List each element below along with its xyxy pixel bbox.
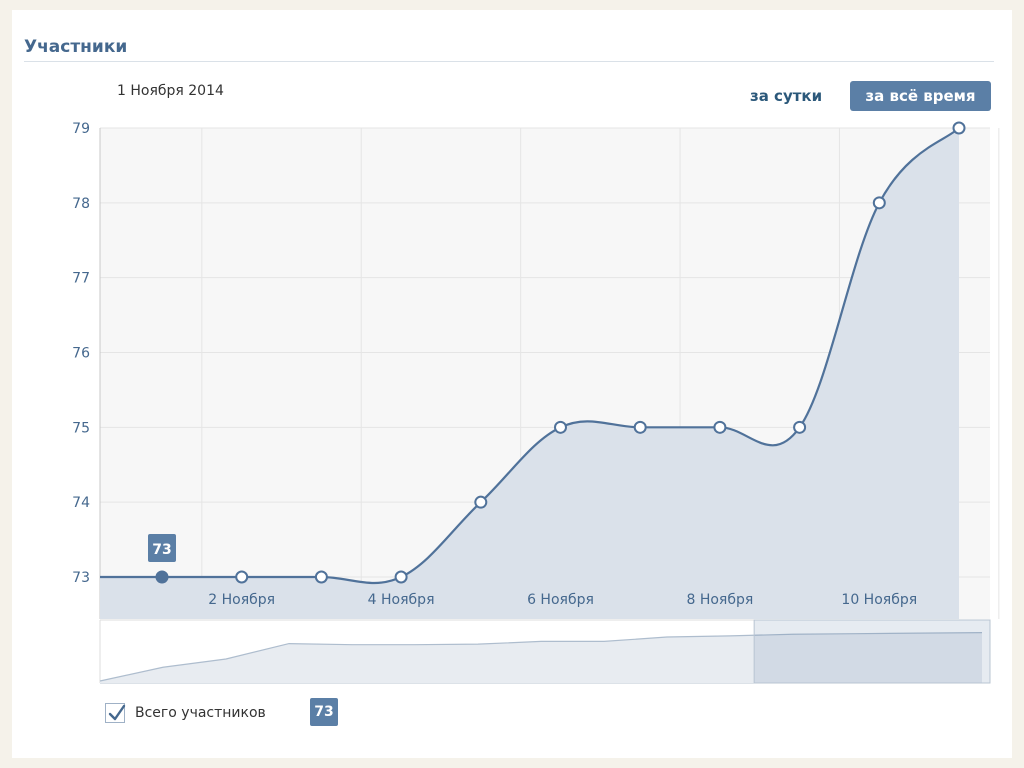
data-point[interactable]: [316, 572, 327, 583]
legend-value-badge: 73: [310, 698, 338, 726]
y-tick-label: 79: [72, 121, 90, 137]
y-tick-label: 73: [72, 570, 90, 586]
y-tick-label: 77: [72, 271, 90, 287]
y-tick-label: 74: [72, 495, 90, 511]
legend-label: Всего участников: [135, 705, 266, 721]
data-point[interactable]: [555, 422, 566, 433]
data-point[interactable]: [396, 572, 407, 583]
x-tick-label: 10 Ноября: [841, 592, 917, 608]
y-tick-label: 75: [72, 420, 90, 436]
x-tick-label: 6 Ноября: [527, 592, 594, 608]
y-tick-label: 78: [72, 196, 90, 212]
x-tick-label: 4 Ноября: [368, 592, 435, 608]
data-point[interactable]: [714, 422, 725, 433]
data-point[interactable]: [635, 422, 646, 433]
overview-selection[interactable]: [754, 620, 990, 683]
data-point[interactable]: [794, 422, 805, 433]
x-tick-label: 8 Ноября: [686, 592, 753, 608]
data-point[interactable]: [475, 497, 486, 508]
checkmark-icon: [107, 702, 127, 724]
data-point[interactable]: [157, 572, 168, 583]
legend: Всего участников: [105, 701, 266, 725]
y-tick-label: 76: [72, 346, 90, 362]
data-point[interactable]: [954, 123, 965, 134]
x-tick-label: 2 Ноября: [208, 592, 275, 608]
data-point[interactable]: [874, 197, 885, 208]
legend-checkbox[interactable]: [105, 703, 125, 723]
tooltip-value: 73: [152, 542, 171, 558]
data-point[interactable]: [236, 572, 247, 583]
